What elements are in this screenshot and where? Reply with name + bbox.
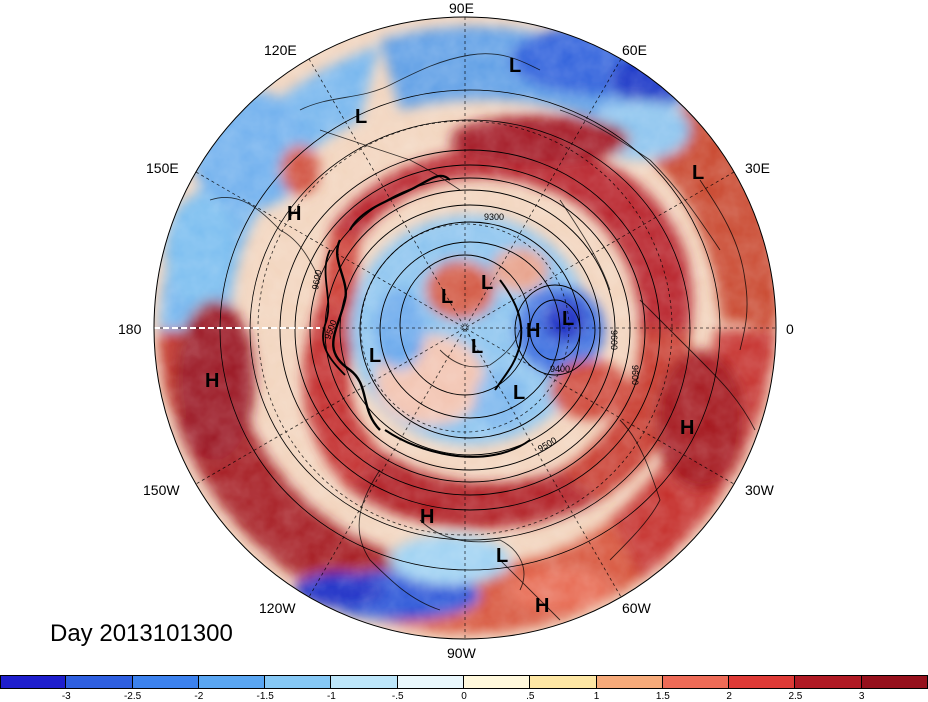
contour-label: 9600	[609, 330, 619, 350]
contour-label: 9600	[630, 365, 640, 385]
low-center-marker: L	[692, 162, 704, 184]
low-center-marker: L	[369, 345, 381, 367]
high-center-marker: H	[526, 320, 540, 342]
colorbar-swatch	[198, 675, 266, 689]
colorbar-swatch	[66, 675, 133, 689]
low-center-marker: L	[562, 308, 574, 330]
contour-label: 9600	[310, 269, 323, 290]
colorbar-tick-label: -2	[194, 691, 204, 702]
colorbar-swatch	[530, 675, 597, 689]
contour-label: 9400	[550, 364, 570, 374]
longitude-label-120w: 120W	[259, 600, 296, 616]
colorbar-tick-label: -2.5	[123, 691, 142, 702]
colorbar-swatch	[596, 675, 663, 689]
longitude-label-90e: 90E	[449, 0, 474, 16]
colorbar-tick-label: 2.5	[788, 691, 803, 702]
colorbar-tick-label: -3	[61, 691, 71, 702]
longitude-label-90w: 90W	[447, 645, 476, 661]
colorbar-tick-label: 3	[858, 691, 865, 702]
longitude-label-120e: 120E	[264, 42, 297, 58]
low-center-marker: L	[471, 336, 483, 358]
longitude-label-30w: 30W	[745, 482, 774, 498]
colorbar-tick-label: 2	[726, 691, 732, 702]
colorbar-swatch	[729, 675, 796, 689]
low-center-marker: L	[496, 545, 508, 567]
colorbar-tick-label: -.5	[391, 691, 404, 702]
colorbar-tick-label: .5	[526, 691, 535, 702]
high-center-marker: H	[205, 370, 219, 392]
low-center-marker: L	[441, 286, 453, 308]
colorbar-swatch	[132, 675, 199, 689]
low-center-marker: L	[513, 382, 525, 404]
low-center-marker: L	[481, 272, 493, 294]
longitude-label-150e: 150E	[146, 160, 179, 176]
colorbar-tick-label: -1	[326, 691, 336, 702]
high-center-marker: H	[287, 203, 301, 225]
high-center-marker: H	[680, 417, 694, 439]
longitude-label-60e: 60E	[622, 42, 647, 58]
colorbar-swatch	[0, 675, 67, 689]
high-center-marker: H	[535, 595, 549, 617]
anomaly-field	[154, 17, 776, 639]
colorbar: -3 -2.5 -2 -1.5 -1 -.5 0 .5 1 1.5 2 2.5 3	[0, 675, 928, 702]
colorbar-swatch	[464, 675, 531, 689]
low-center-marker: L	[509, 55, 521, 77]
colorbar-tick-label: 1.5	[655, 691, 670, 702]
height-contours	[219, 89, 721, 571]
colorbar-tick-label: 0	[461, 691, 467, 702]
colorbar-frame	[0, 675, 928, 689]
longitude-label-30e: 30E	[745, 160, 770, 176]
high-center-marker: H	[420, 506, 434, 528]
longitude-label-180: 180	[118, 321, 142, 337]
colorbar-tick-label: 1	[593, 691, 600, 702]
date-title: Day 2013101300	[50, 620, 233, 647]
low-center-marker: L	[355, 106, 367, 128]
colorbar-swatch	[265, 675, 332, 689]
colorbar-swatch	[331, 675, 398, 689]
colorbar-swatch	[795, 675, 862, 689]
contour-label: 9300	[484, 212, 504, 222]
longitude-label-0: 0	[786, 321, 794, 337]
longitude-label-150w: 150W	[143, 482, 180, 498]
colorbar-swatch	[662, 675, 730, 689]
colorbar-tick-label: -1.5	[256, 691, 274, 702]
longitude-label-60w: 60W	[622, 600, 651, 616]
pressure-centers: L L L H H L L H L L L L H H L H	[205, 55, 704, 617]
colorbar-swatch	[397, 675, 464, 689]
map-boundary	[153, 16, 777, 640]
